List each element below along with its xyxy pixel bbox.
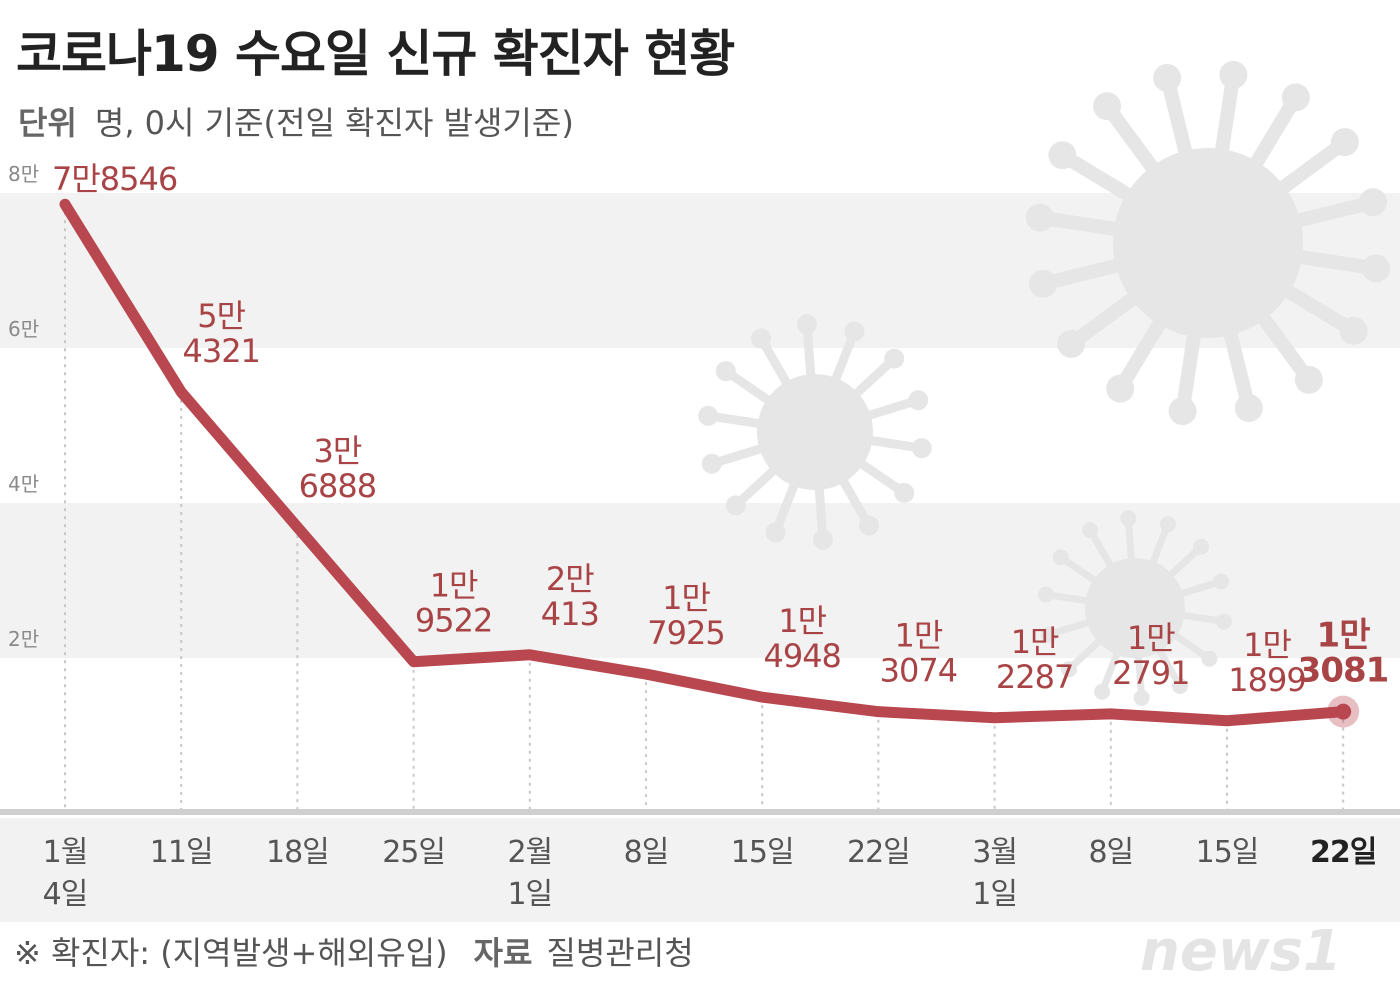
news1-logo: news1 — [1140, 919, 1342, 984]
footer-note: ※ 확진자: (지역발생+해외유입) — [14, 934, 448, 972]
series-line — [59, 198, 1349, 727]
data-label: 1만 — [1317, 616, 1371, 656]
data-label: 3081 — [1298, 651, 1389, 691]
x-tick-label: 15일 — [1196, 835, 1259, 870]
page-title: 코로나19 수요일 신규 확진자 현황 — [16, 25, 735, 83]
x-tick-label: 8일 — [1088, 835, 1133, 870]
data-label: 7만8546 — [52, 160, 177, 198]
data-label: 3074 — [880, 652, 957, 690]
data-label: 413 — [541, 595, 599, 633]
source-label: 자료 — [473, 934, 533, 972]
virus-medium-icon — [698, 314, 932, 550]
x-axis-band — [0, 818, 1400, 922]
chart-baseline — [0, 809, 1400, 815]
data-label: 9522 — [415, 602, 492, 640]
x-tick-label: 1일 — [972, 877, 1017, 912]
data-label: 2287 — [996, 658, 1073, 696]
logo-text: news1 — [1140, 919, 1342, 984]
data-label: 7925 — [647, 614, 724, 652]
x-tick-label: 25일 — [382, 835, 445, 870]
x-tick-label: 15일 — [731, 835, 794, 870]
virus-large-icon — [1025, 60, 1391, 426]
x-tick-label: 11일 — [150, 835, 213, 870]
virus-illustration — [698, 60, 1391, 706]
x-tick-label: 8일 — [624, 835, 669, 870]
footer: ※ 확진자: (지역발생+해외유입) 자료 질병관리청 — [14, 928, 694, 974]
x-axis-labels: 1월 4일 11일 18일 25일 2월 1일 8일 15일 22일 3월 1일 8일 15일 22일 — [43, 835, 1378, 912]
data-label: 2791 — [1112, 654, 1189, 692]
data-label: 4321 — [182, 332, 259, 370]
data-label: 1만 — [1011, 623, 1059, 661]
virus-small-icon — [1038, 510, 1232, 706]
data-label: 1만 — [662, 579, 710, 617]
y-tick-label: 2만 — [8, 627, 39, 651]
unit-label: 단위 — [18, 104, 77, 142]
data-label: 1만 — [1243, 626, 1291, 664]
x-tick-label: 1월 — [43, 835, 88, 870]
x-tick-label: 18일 — [266, 835, 329, 870]
chart-guide-lines — [64, 212, 1345, 813]
y-tick-label: 4만 — [8, 472, 39, 496]
data-label: 1899 — [1228, 661, 1305, 699]
data-label: 1만 — [778, 602, 826, 640]
source-text: 질병관리청 — [546, 934, 694, 972]
x-tick-label: 22일 — [847, 835, 910, 870]
data-label: 1만 — [894, 617, 942, 655]
data-label: 4948 — [763, 637, 840, 675]
data-label: 6888 — [299, 467, 376, 505]
data-label: 2만 — [546, 560, 594, 598]
series-line-group — [59, 198, 1360, 728]
unit-row: 단위 명, 0시 기준(전일 확진자 발생기준) — [18, 98, 574, 144]
x-tick-label: 4일 — [43, 877, 88, 912]
x-axis-line — [0, 809, 1400, 815]
data-label: 3만 — [313, 432, 361, 470]
data-label: 1만 — [1127, 619, 1175, 657]
y-tick-label: 6만 — [8, 317, 39, 341]
unit-text: 명, 0시 기준(전일 확진자 발생기준) — [94, 104, 574, 142]
data-label: 5만 — [197, 297, 245, 335]
data-label: 1만 — [430, 567, 478, 605]
y-tick-label: 8만 — [8, 162, 39, 186]
x-tick-label: 1일 — [507, 877, 552, 912]
highlight-point — [1335, 703, 1352, 720]
x-tick-label: 2월 — [507, 835, 552, 870]
y-axis-ticks: 2만 4만 6만 8만 — [8, 162, 39, 651]
x-tick-label: 3월 — [972, 835, 1017, 870]
x-tick-label: 22일 — [1310, 835, 1376, 870]
